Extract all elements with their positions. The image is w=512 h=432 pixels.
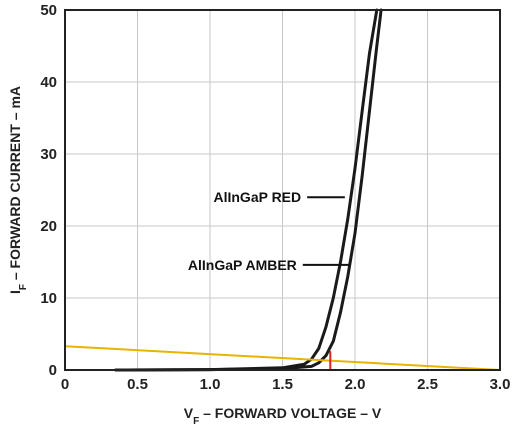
y-axis-title: IF – FORWARD CURRENT – mA (7, 86, 29, 294)
x-tick-label: 0 (61, 376, 69, 393)
y-tick-label: 30 (40, 146, 57, 163)
y-tick-label: 10 (40, 290, 57, 307)
x-tick-label: 1.5 (272, 376, 293, 393)
y-tick-label: 20 (40, 218, 57, 235)
x-axis-title: VF – FORWARD VOLTAGE – V (184, 405, 382, 427)
grid (65, 10, 500, 370)
plot-frame (64, 9, 501, 371)
x-tick-labels: 0 0.5 1.0 1.5 2.0 2.5 3.0 (61, 376, 511, 393)
annotation-label: AlInGaP RED (213, 189, 301, 205)
x-tick-label: 3.0 (490, 376, 511, 393)
y-tick-label: 40 (40, 74, 57, 91)
annotations: AlInGaP RED AlInGaP AMBER (188, 189, 350, 273)
x-tick-label: 0.5 (127, 376, 148, 393)
x-tick-label: 1.0 (200, 376, 221, 393)
series-layer (64, 8, 501, 372)
series-line-2 (64, 345, 501, 371)
x-tick-label: 2.0 (345, 376, 366, 393)
y-tick-label: 50 (40, 2, 57, 19)
annotation-label: AlInGaP AMBER (188, 257, 297, 273)
y-tick-labels: 0 10 20 30 40 50 (40, 2, 57, 379)
x-tick-label: 2.5 (417, 376, 438, 393)
y-tick-label: 0 (49, 362, 57, 379)
series-alingap-amber (114, 8, 383, 372)
